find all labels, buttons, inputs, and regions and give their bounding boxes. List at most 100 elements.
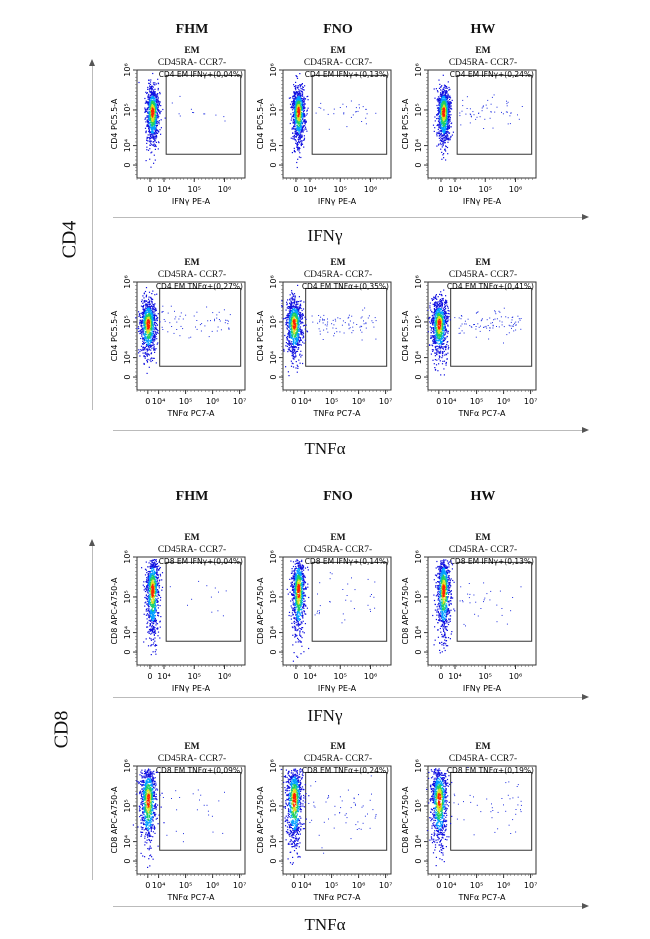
event-dot — [433, 130, 435, 132]
event-dot — [440, 93, 442, 95]
y-tick-label: 0 — [269, 162, 278, 167]
event-dot — [292, 136, 294, 138]
event-dot — [155, 135, 157, 137]
event-dot — [138, 313, 140, 315]
event-dot — [296, 302, 298, 304]
positive-event-dot — [459, 112, 461, 114]
event-dot — [290, 345, 292, 347]
event-dot — [444, 111, 446, 113]
event-dot — [143, 348, 145, 350]
event-dot — [287, 299, 289, 301]
event-dot — [149, 323, 151, 325]
event-dot — [298, 141, 300, 143]
event-dot — [150, 88, 152, 90]
event-dot — [294, 315, 296, 317]
event-dot — [297, 336, 300, 338]
event-dot — [295, 105, 297, 107]
positive-event-dot — [355, 111, 357, 113]
event-dot — [142, 305, 144, 308]
event-dot — [157, 117, 159, 119]
event-dot — [151, 338, 154, 340]
event-dot — [149, 300, 151, 303]
event-dot — [447, 95, 449, 97]
event-dot — [291, 343, 293, 345]
event-dot — [295, 356, 297, 358]
panel-subtitle: CD45RA- CCR7- — [303, 58, 373, 68]
positive-event-dot — [502, 113, 504, 115]
event-dot — [302, 86, 304, 88]
event-dot — [440, 130, 442, 132]
event-dot — [150, 91, 152, 93]
event-dot — [148, 304, 150, 306]
event-dot — [447, 125, 449, 128]
event-dot — [146, 335, 148, 337]
event-dot — [152, 128, 154, 130]
event-dot — [299, 330, 301, 332]
event-dot — [443, 108, 445, 110]
event-dot — [291, 355, 293, 357]
event-dot — [144, 325, 146, 327]
event-dot — [301, 83, 303, 86]
event-dot — [292, 112, 294, 114]
event-dot — [152, 308, 154, 310]
event-dot — [153, 95, 155, 97]
event-dot — [445, 90, 447, 92]
event-dot — [146, 344, 148, 346]
positive-event-dot — [167, 331, 169, 333]
event-dot — [438, 143, 440, 145]
event-dot — [142, 324, 145, 326]
event-dot — [286, 322, 288, 324]
event-dot — [440, 138, 442, 140]
event-dot — [292, 97, 294, 99]
event-dot — [152, 115, 154, 117]
positive-event-dot — [328, 128, 330, 130]
event-dot — [298, 121, 300, 123]
event-dot — [298, 140, 300, 142]
positive-event-dot — [343, 113, 345, 115]
event-dot — [147, 98, 149, 100]
event-dot — [152, 72, 154, 75]
event-dot — [302, 332, 304, 334]
event-dot — [301, 354, 303, 356]
positive-event-dot — [196, 320, 198, 321]
event-dot — [147, 327, 149, 329]
event-dot — [443, 100, 445, 102]
event-dot — [288, 306, 290, 308]
event-dot — [288, 335, 290, 337]
event-dot — [290, 297, 292, 299]
event-dot — [444, 105, 446, 107]
event-dot — [285, 317, 287, 319]
event-dot — [154, 349, 156, 351]
event-dot — [446, 108, 448, 111]
event-dot — [288, 344, 290, 346]
event-dot — [144, 339, 146, 341]
event-dot — [442, 144, 444, 147]
event-dot — [300, 140, 302, 142]
positive-event-dot — [475, 118, 477, 120]
event-dot — [296, 311, 298, 313]
event-dot — [140, 330, 142, 333]
positive-event-dot — [196, 328, 198, 330]
event-dot — [300, 356, 302, 358]
event-dot — [291, 305, 293, 308]
event-dot — [290, 343, 292, 345]
event-dot — [151, 102, 153, 104]
event-dot — [302, 313, 304, 315]
event-dot — [440, 142, 442, 144]
event-dot — [149, 325, 151, 327]
event-dot — [448, 86, 450, 89]
event-dot — [155, 348, 157, 350]
event-dot — [437, 133, 439, 135]
y-tick-label: 10⁴ — [123, 351, 132, 364]
positive-event-dot — [223, 116, 225, 118]
event-dot — [297, 158, 299, 160]
event-dot — [149, 140, 152, 142]
event-dot — [295, 136, 297, 138]
event-dot — [296, 322, 298, 325]
event-dot — [155, 322, 158, 325]
event-dot — [151, 106, 153, 108]
event-dot — [288, 341, 290, 343]
event-dot — [440, 102, 442, 104]
event-dot — [152, 332, 155, 334]
